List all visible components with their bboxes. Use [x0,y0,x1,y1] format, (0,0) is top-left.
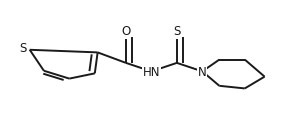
Text: O: O [121,25,130,38]
Text: N: N [198,66,207,79]
Text: HN: HN [143,66,160,79]
Text: S: S [19,42,26,55]
Text: S: S [173,25,181,38]
